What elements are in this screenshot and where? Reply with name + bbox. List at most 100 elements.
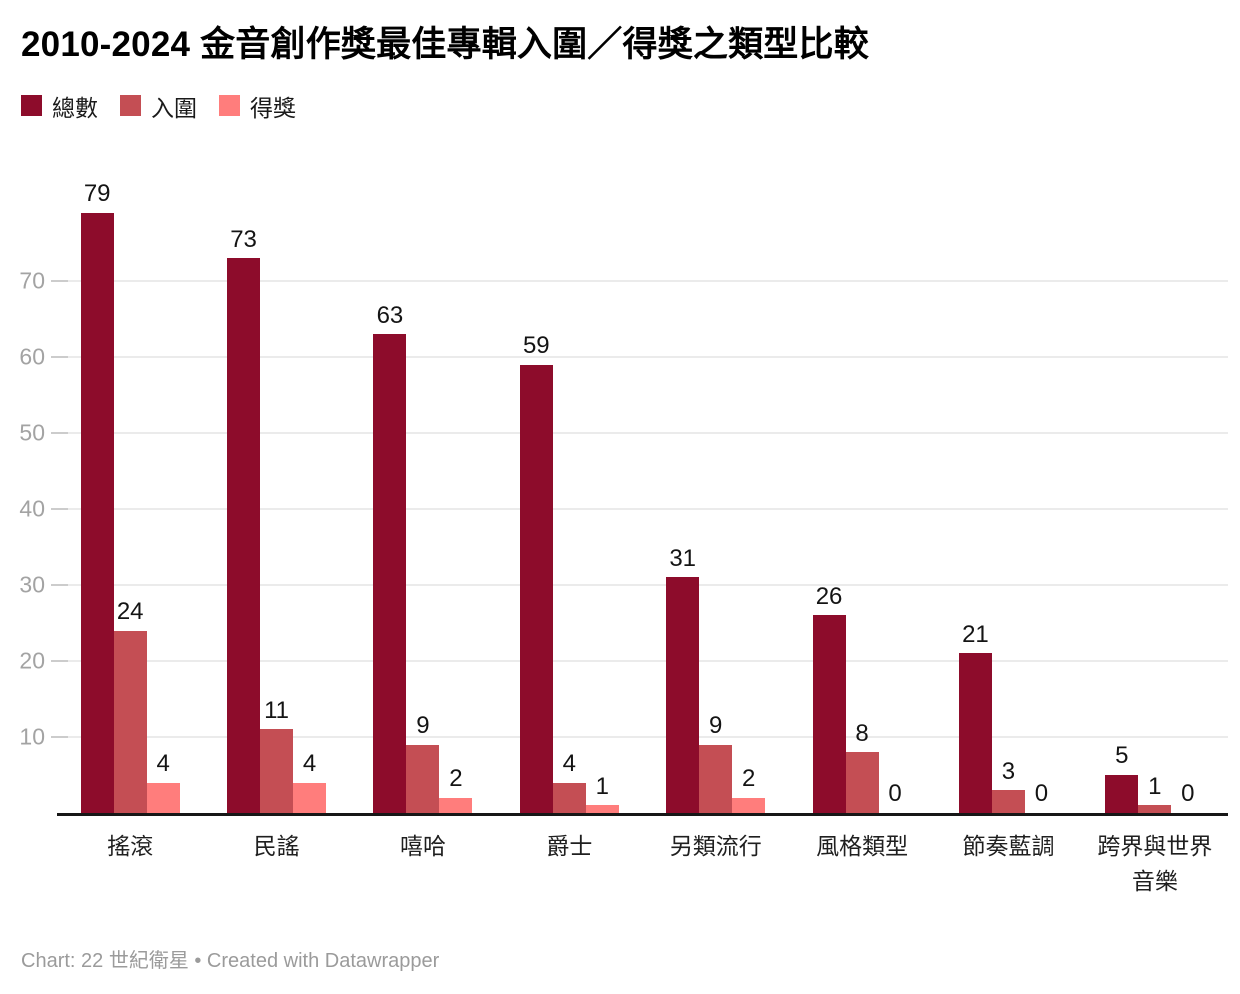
legend-item-nominated: 入圍 xyxy=(120,89,197,123)
bar-group: 79 24 4 xyxy=(57,176,203,813)
x-axis-label: 另類流行 xyxy=(643,829,789,898)
x-axis-label-text: 嘻哈 xyxy=(399,833,446,859)
y-tick-mark xyxy=(51,280,68,282)
legend: 總數 入圍 得獎 xyxy=(21,92,1228,121)
bar-slot: 0 xyxy=(1025,176,1058,813)
chart-title: 2010-2024 金音創作獎最佳專輯入圍／得獎之類型比較 xyxy=(21,25,869,64)
x-axis-labels: 搖滾 民謠 嘻哈 爵士 另類流行 風格類型 節奏藍調 跨界與世界音樂 xyxy=(57,829,1228,898)
legend-label: 得獎 xyxy=(250,94,296,121)
x-axis-label: 風格類型 xyxy=(789,829,935,898)
bar xyxy=(260,729,294,813)
gridline: 50 xyxy=(19,421,1228,444)
bar xyxy=(439,797,473,813)
bar-group: 73 11 4 xyxy=(203,176,349,813)
bar-value-label: 5 xyxy=(1115,742,1129,770)
bar xyxy=(1105,775,1139,813)
bar-value-label: 63 xyxy=(376,301,404,329)
y-tick-mark xyxy=(51,660,68,662)
x-axis-label: 節奏藍調 xyxy=(935,829,1081,898)
x-axis-label-text: 爵士 xyxy=(546,833,593,859)
bar xyxy=(732,797,766,813)
x-axis-label-text: 跨界與世界音樂 xyxy=(1097,833,1213,894)
bar-value-label: 0 xyxy=(888,780,902,808)
x-axis-label: 爵士 xyxy=(496,829,642,898)
plot-area: 10 20 30 40 50 60 70 79 24 4 73 11 4 63 9 2 59 4 1 31 9 2 26 8… xyxy=(19,176,1228,816)
bar-slot: 63 xyxy=(373,176,407,813)
bar-group: 26 8 0 xyxy=(789,176,935,813)
bar xyxy=(699,744,733,813)
bar-slot: 31 xyxy=(666,176,700,813)
bar-slot: 1 xyxy=(1138,176,1172,813)
bar-slot: 8 xyxy=(845,176,879,813)
bar-slot: 4 xyxy=(146,176,180,813)
gridline: 30 xyxy=(19,573,1228,596)
bar-value-label: 11 xyxy=(264,696,290,724)
bar-value-label: 1 xyxy=(595,772,609,800)
legend-label: 入圍 xyxy=(151,94,197,121)
bar xyxy=(519,364,553,813)
bar xyxy=(666,577,700,813)
bar xyxy=(552,782,586,813)
bar-slot: 0 xyxy=(1171,176,1204,813)
bar-value-label: 0 xyxy=(1034,780,1049,808)
bar-value-label: 3 xyxy=(1001,757,1016,785)
bar-value-label: 31 xyxy=(669,544,697,572)
legend-label: 總數 xyxy=(52,94,98,121)
bar-value-label: 9 xyxy=(709,712,723,740)
bar xyxy=(958,653,992,813)
x-axis-label-text: 搖滾 xyxy=(107,833,154,859)
bar-slot: 26 xyxy=(812,176,846,813)
y-tick-label: 40 xyxy=(19,495,45,522)
bar-slot: 4 xyxy=(552,176,586,813)
y-tick-label: 60 xyxy=(19,343,45,370)
gridline: 40 xyxy=(19,497,1228,520)
bar-value-label: 79 xyxy=(83,180,111,208)
y-tick-label: 20 xyxy=(19,647,45,674)
bar xyxy=(812,615,846,813)
bar-value-label: 4 xyxy=(302,750,317,778)
bar xyxy=(227,258,261,813)
bar-slot: 0 xyxy=(879,176,912,813)
y-tick-mark xyxy=(51,432,68,434)
bar xyxy=(146,782,180,813)
gridline: 70 xyxy=(19,269,1228,292)
legend-item-winner: 得獎 xyxy=(219,89,296,123)
y-tick-label: 50 xyxy=(19,419,45,446)
y-tick-mark xyxy=(51,584,68,586)
bar-value-label: 2 xyxy=(449,765,463,793)
bar-group: 59 4 1 xyxy=(496,176,642,813)
bar-value-label: 24 xyxy=(116,598,144,626)
bar-slot: 11 xyxy=(260,176,294,813)
bar xyxy=(373,334,407,813)
bar xyxy=(113,630,147,813)
x-axis-label-text: 另類流行 xyxy=(669,833,762,859)
bar-slot: 3 xyxy=(991,176,1025,813)
y-tick-mark xyxy=(51,508,68,510)
bar-group: 31 9 2 xyxy=(643,176,789,813)
bar-slot: 4 xyxy=(293,176,327,813)
bar-value-label: 8 xyxy=(855,719,869,747)
bar-value-label: 26 xyxy=(815,582,843,610)
footer-attribution: Chart: 22 世紀衛星 • Created with Datawrappe… xyxy=(21,950,440,972)
x-axis-label: 嘻哈 xyxy=(350,829,496,898)
bar-value-label: 21 xyxy=(962,620,989,648)
x-axis-label: 民謠 xyxy=(203,829,349,898)
bar-group: 21 3 0 xyxy=(935,176,1081,813)
bar-slot: 2 xyxy=(732,176,766,813)
y-tick-mark xyxy=(51,736,68,738)
y-tick-label: 10 xyxy=(19,723,45,750)
bar-slot: 2 xyxy=(439,176,473,813)
legend-item-total: 總數 xyxy=(21,89,98,123)
bar-slot: 9 xyxy=(699,176,733,813)
bar xyxy=(406,744,440,813)
x-axis-label-text: 節奏藍調 xyxy=(962,833,1055,859)
bar xyxy=(1138,805,1172,813)
legend-swatch xyxy=(120,95,141,116)
bar-value-label: 9 xyxy=(416,712,430,740)
y-tick-label: 70 xyxy=(19,267,45,294)
x-axis-label-text: 風格類型 xyxy=(816,833,909,859)
bar xyxy=(845,752,879,813)
legend-swatch xyxy=(21,95,42,116)
bar-value-label: 73 xyxy=(230,225,257,253)
